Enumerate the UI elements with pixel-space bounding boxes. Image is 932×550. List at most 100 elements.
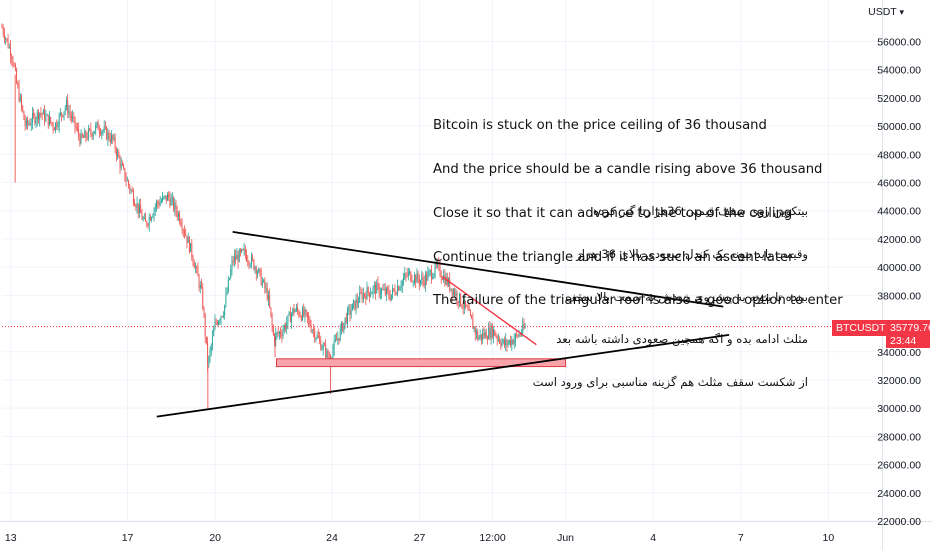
annotation-english[interactable]: Bitcoin is stuck on the price ceiling of…: [433, 90, 843, 338]
candle-body: [10, 46, 11, 57]
candle-body: [383, 288, 385, 290]
candle-body: [119, 157, 121, 168]
support-zone-rect[interactable]: [275, 358, 567, 368]
candle-body: [522, 324, 524, 333]
candle-body: [367, 287, 369, 293]
price-axis[interactable]: 56000.00 54000.00 52000.00 50000.00 48000.00…: [877, 36, 921, 528]
candle-body: [199, 285, 201, 288]
countdown-label: 23:44: [886, 335, 930, 348]
triangle-upper-line[interactable]: [232, 230, 724, 308]
candle-body: [406, 274, 408, 276]
candle-body: [131, 189, 133, 192]
annotation-line: Continue the triangle and if it has such…: [433, 249, 794, 265]
candle-body: [400, 286, 402, 288]
candle-body: [168, 194, 170, 198]
candle-body: [303, 308, 305, 316]
triangle-lower-line[interactable]: [156, 333, 730, 418]
candle-body: [222, 315, 224, 317]
candle-body: [504, 339, 505, 346]
annotation-persian[interactable]: بیتکوین روی سقف قیمتی 36هزارتا گیر کرده …: [533, 176, 808, 417]
candle-body: [283, 325, 285, 331]
candle-body: [41, 113, 43, 115]
candle-body: [159, 202, 161, 206]
candle-body: [423, 281, 425, 286]
candle-body: [309, 319, 311, 326]
candle-body: [201, 285, 202, 288]
candle-body: [156, 201, 157, 207]
candle-body: [354, 300, 356, 310]
candle-body: [457, 300, 459, 304]
candle-body: [326, 350, 328, 358]
candle-body: [294, 310, 296, 313]
candle-body: [490, 325, 492, 338]
candle-body: [64, 107, 66, 112]
candle-body: [427, 272, 429, 281]
grid: [2, 0, 882, 522]
candle-body: [364, 293, 366, 296]
candle-body: [216, 322, 218, 325]
candle-body: [126, 180, 128, 182]
candle-body: [229, 278, 230, 280]
candle-body: [269, 295, 271, 308]
candle-body: [224, 305, 226, 316]
time-tick-label: 7: [738, 532, 744, 544]
candle-body: [396, 286, 398, 295]
candle-body: [401, 280, 403, 287]
candle-body: [432, 277, 434, 279]
candle-body: [360, 292, 362, 293]
candle-body: [467, 306, 469, 311]
candle-body: [386, 288, 387, 295]
candle-body: [500, 342, 502, 346]
candle-body: [471, 315, 473, 319]
candle-body: [98, 129, 100, 132]
candle-body: [439, 264, 441, 276]
candle-body: [286, 323, 288, 330]
candle-body: [130, 189, 132, 191]
candle-body: [339, 328, 341, 341]
candle-body: [24, 119, 26, 127]
candle-body: [14, 65, 16, 70]
candle-body: [441, 278, 443, 280]
last-price-label: BTCUSDT 35779.76: [832, 320, 932, 336]
candle-body: [102, 130, 104, 132]
time-tick-label: Jun: [557, 532, 574, 544]
candle-body: [463, 300, 465, 308]
candle-body: [421, 277, 423, 281]
candle-body: [114, 137, 116, 150]
candle-body: [358, 302, 359, 304]
candle-body: [254, 267, 256, 270]
bar-countdown: 23:44: [890, 335, 917, 347]
candle-body: [300, 316, 302, 320]
support-zones: [275, 358, 567, 368]
candle-body: [304, 309, 306, 316]
candle-body: [233, 255, 235, 262]
candle-body: [392, 288, 393, 295]
candle-body: [348, 308, 350, 310]
candle-body: [80, 133, 82, 144]
candle-body: [44, 110, 46, 121]
candle-body: [368, 292, 370, 297]
candle-body: [479, 334, 481, 338]
candle-body: [91, 133, 93, 137]
candle-body: [317, 335, 319, 338]
candle-body: [207, 342, 209, 366]
candle-body: [319, 337, 320, 340]
annotation-line: وقیمت باید بتونه یک کندل صعودی بالای 36 …: [576, 247, 808, 262]
candle-body: [18, 86, 20, 101]
candle-body: [399, 287, 401, 291]
candle-body: [208, 356, 210, 366]
candle-body: [197, 267, 199, 277]
candle-body: [67, 100, 69, 114]
candle-body: [151, 217, 153, 221]
candle-body: [145, 217, 147, 222]
candle-body: [248, 261, 250, 265]
descending-trend-line[interactable]: [442, 276, 537, 346]
candle-body: [108, 132, 110, 140]
candle-body: [306, 312, 308, 318]
candle-body: [94, 131, 95, 134]
candle-body: [42, 110, 44, 115]
currency-selector[interactable]: USDT ▾: [868, 6, 904, 18]
time-axis[interactable]: 13 17 20 24 27 12:00 Jun 4 7 10: [5, 532, 834, 544]
